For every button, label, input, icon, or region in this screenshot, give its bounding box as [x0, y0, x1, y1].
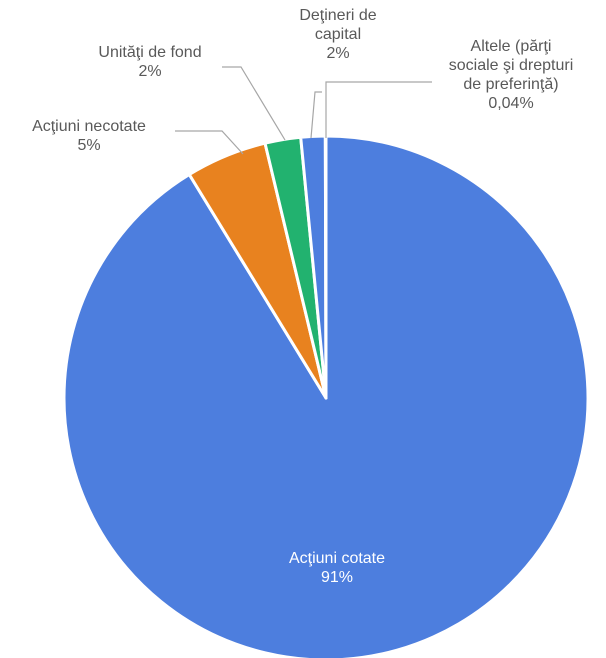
slice-percent-3: 2% — [138, 63, 161, 80]
leader-line-4 — [310, 91, 322, 139]
slice-label-line: Altele (părţi — [471, 38, 552, 55]
slice-label-line: de preferinţă) — [463, 76, 558, 93]
pie-slice-1 — [62, 134, 590, 658]
leader-line-3 — [222, 66, 286, 141]
slice-percent-5: 0,04% — [488, 95, 533, 112]
slice-label-3: Unităţi de fond 2% — [98, 44, 201, 80]
slice-label-line: sociale şi drepturi — [449, 57, 574, 74]
slice-label-line: capital — [315, 26, 361, 43]
leader-lines — [175, 66, 432, 155]
slice-label-line: Unităţi de fond — [98, 44, 201, 61]
slice-label-1: Acţiuni cotate 91% — [289, 550, 385, 586]
slice-label-line: Acţiuni cotate — [289, 550, 385, 567]
slice-label-line: Deţineri de — [299, 7, 376, 24]
leader-line-2 — [175, 130, 244, 155]
slice-percent-2: 5% — [77, 137, 100, 154]
slice-label-2: Acţiuni necotate 5% — [32, 118, 146, 154]
slice-label-line: Acţiuni necotate — [32, 118, 146, 135]
slice-label-4: Deţineri de capital 2% — [299, 7, 376, 62]
slice-label-5: Altele (părţi sociale şi drepturi de prefe… — [449, 38, 574, 112]
slice-percent-1: 91% — [321, 569, 353, 586]
slice-labels: Acţiuni cotate 91% Acţiuni necotate 5% Unită… — [32, 7, 573, 586]
pie-slice-5 — [323, 134, 328, 400]
leader-line-5 — [325, 81, 432, 138]
pie-slices — [62, 134, 590, 658]
slice-percent-4: 2% — [326, 45, 349, 62]
